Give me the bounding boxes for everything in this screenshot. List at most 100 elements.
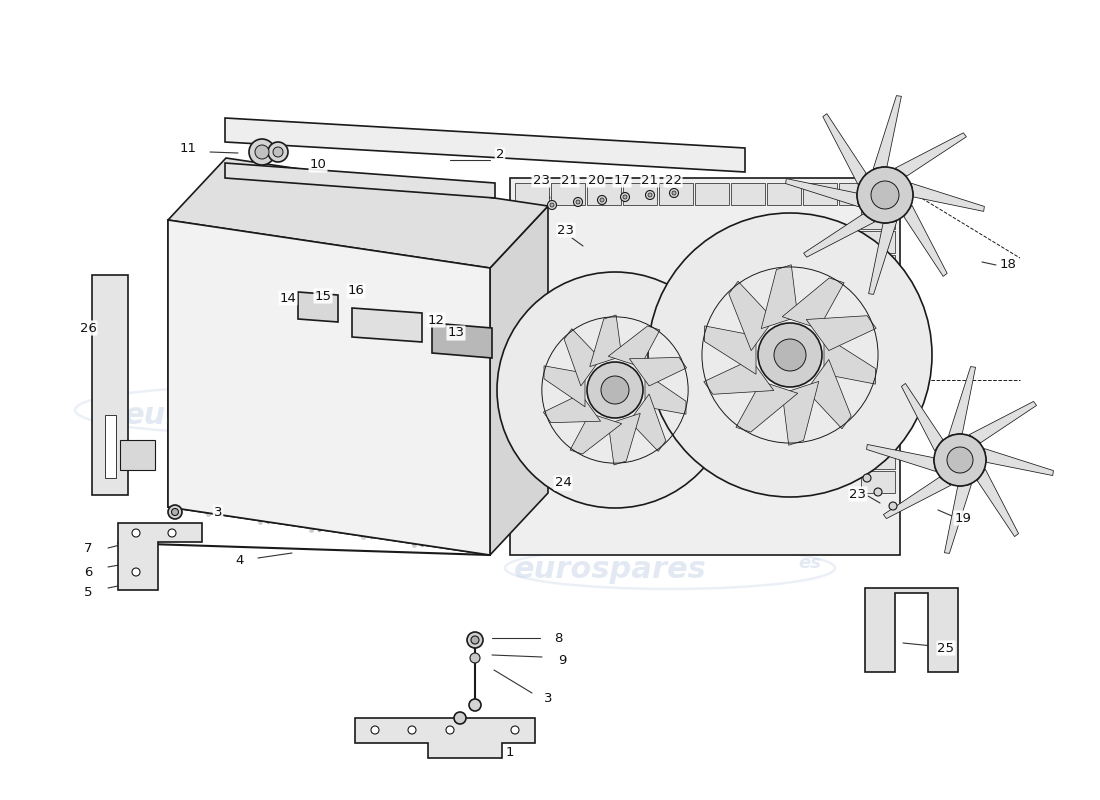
Circle shape xyxy=(497,272,733,508)
Text: 11: 11 xyxy=(179,142,197,154)
Text: 2: 2 xyxy=(496,149,504,162)
Polygon shape xyxy=(587,183,621,205)
Polygon shape xyxy=(873,96,901,169)
Circle shape xyxy=(168,505,182,519)
Polygon shape xyxy=(861,303,895,325)
Circle shape xyxy=(774,339,806,371)
Text: 21: 21 xyxy=(641,174,659,186)
Polygon shape xyxy=(659,183,693,205)
Polygon shape xyxy=(490,206,548,555)
Polygon shape xyxy=(695,183,729,205)
Text: es: es xyxy=(799,554,822,572)
Circle shape xyxy=(646,190,654,199)
Polygon shape xyxy=(168,220,490,555)
Polygon shape xyxy=(120,440,155,470)
Circle shape xyxy=(573,198,583,206)
Text: 3: 3 xyxy=(213,506,222,518)
Polygon shape xyxy=(298,292,338,322)
Polygon shape xyxy=(861,279,895,301)
Circle shape xyxy=(587,362,643,418)
Text: 23: 23 xyxy=(558,223,574,237)
Circle shape xyxy=(469,699,481,711)
Polygon shape xyxy=(861,351,895,373)
Polygon shape xyxy=(544,366,585,406)
Polygon shape xyxy=(904,206,947,276)
Circle shape xyxy=(255,145,270,159)
Text: 22: 22 xyxy=(664,174,682,186)
Text: 21: 21 xyxy=(561,174,579,186)
Polygon shape xyxy=(883,478,950,518)
Text: 25: 25 xyxy=(937,642,955,654)
Text: 16: 16 xyxy=(348,285,364,298)
Polygon shape xyxy=(861,471,895,493)
Text: 24: 24 xyxy=(554,477,571,490)
Circle shape xyxy=(623,195,627,199)
Circle shape xyxy=(871,181,899,209)
Circle shape xyxy=(874,488,882,496)
Circle shape xyxy=(620,193,629,202)
Text: 19: 19 xyxy=(955,511,971,525)
Polygon shape xyxy=(824,336,876,384)
Circle shape xyxy=(600,198,604,202)
Circle shape xyxy=(454,712,466,724)
Text: 15: 15 xyxy=(315,290,331,302)
Circle shape xyxy=(670,189,679,198)
Circle shape xyxy=(672,191,676,195)
Circle shape xyxy=(597,195,606,205)
Polygon shape xyxy=(839,183,873,205)
Text: 23: 23 xyxy=(849,487,867,501)
Polygon shape xyxy=(861,255,895,277)
Polygon shape xyxy=(645,373,686,414)
Text: eurospares: eurospares xyxy=(514,555,706,585)
Polygon shape xyxy=(945,484,971,554)
Polygon shape xyxy=(608,414,640,465)
Circle shape xyxy=(132,529,140,537)
Polygon shape xyxy=(515,183,549,205)
Circle shape xyxy=(947,447,974,473)
Text: 3: 3 xyxy=(543,691,552,705)
Polygon shape xyxy=(551,183,585,205)
Polygon shape xyxy=(704,359,773,394)
Polygon shape xyxy=(865,588,958,672)
Polygon shape xyxy=(969,402,1036,442)
Circle shape xyxy=(268,142,288,162)
Polygon shape xyxy=(984,449,1054,475)
Circle shape xyxy=(512,726,519,734)
Polygon shape xyxy=(729,282,773,350)
Polygon shape xyxy=(543,394,601,422)
Polygon shape xyxy=(226,163,495,198)
Circle shape xyxy=(576,200,580,204)
Text: 26: 26 xyxy=(79,322,97,334)
Polygon shape xyxy=(629,394,666,451)
Circle shape xyxy=(468,632,483,648)
Polygon shape xyxy=(895,133,967,176)
Polygon shape xyxy=(804,214,875,257)
Text: 13: 13 xyxy=(448,326,464,339)
Polygon shape xyxy=(92,275,128,495)
Circle shape xyxy=(132,568,140,576)
Text: 9: 9 xyxy=(558,654,566,666)
Circle shape xyxy=(408,726,416,734)
Text: 6: 6 xyxy=(84,566,92,578)
Text: 17: 17 xyxy=(614,174,630,186)
Polygon shape xyxy=(823,114,866,185)
Polygon shape xyxy=(861,447,895,469)
Polygon shape xyxy=(861,327,895,349)
Circle shape xyxy=(249,139,275,165)
Polygon shape xyxy=(629,358,686,386)
Text: 10: 10 xyxy=(309,158,327,171)
Polygon shape xyxy=(803,183,837,205)
Polygon shape xyxy=(118,523,202,590)
Circle shape xyxy=(648,213,932,497)
Text: 5: 5 xyxy=(84,586,92,598)
Polygon shape xyxy=(564,329,601,386)
Text: 18: 18 xyxy=(1000,258,1016,271)
Polygon shape xyxy=(948,366,976,436)
Polygon shape xyxy=(782,382,818,446)
Polygon shape xyxy=(867,445,936,471)
Circle shape xyxy=(648,193,652,197)
Polygon shape xyxy=(226,118,745,172)
Polygon shape xyxy=(861,375,895,397)
Polygon shape xyxy=(869,222,896,294)
Circle shape xyxy=(548,201,557,210)
